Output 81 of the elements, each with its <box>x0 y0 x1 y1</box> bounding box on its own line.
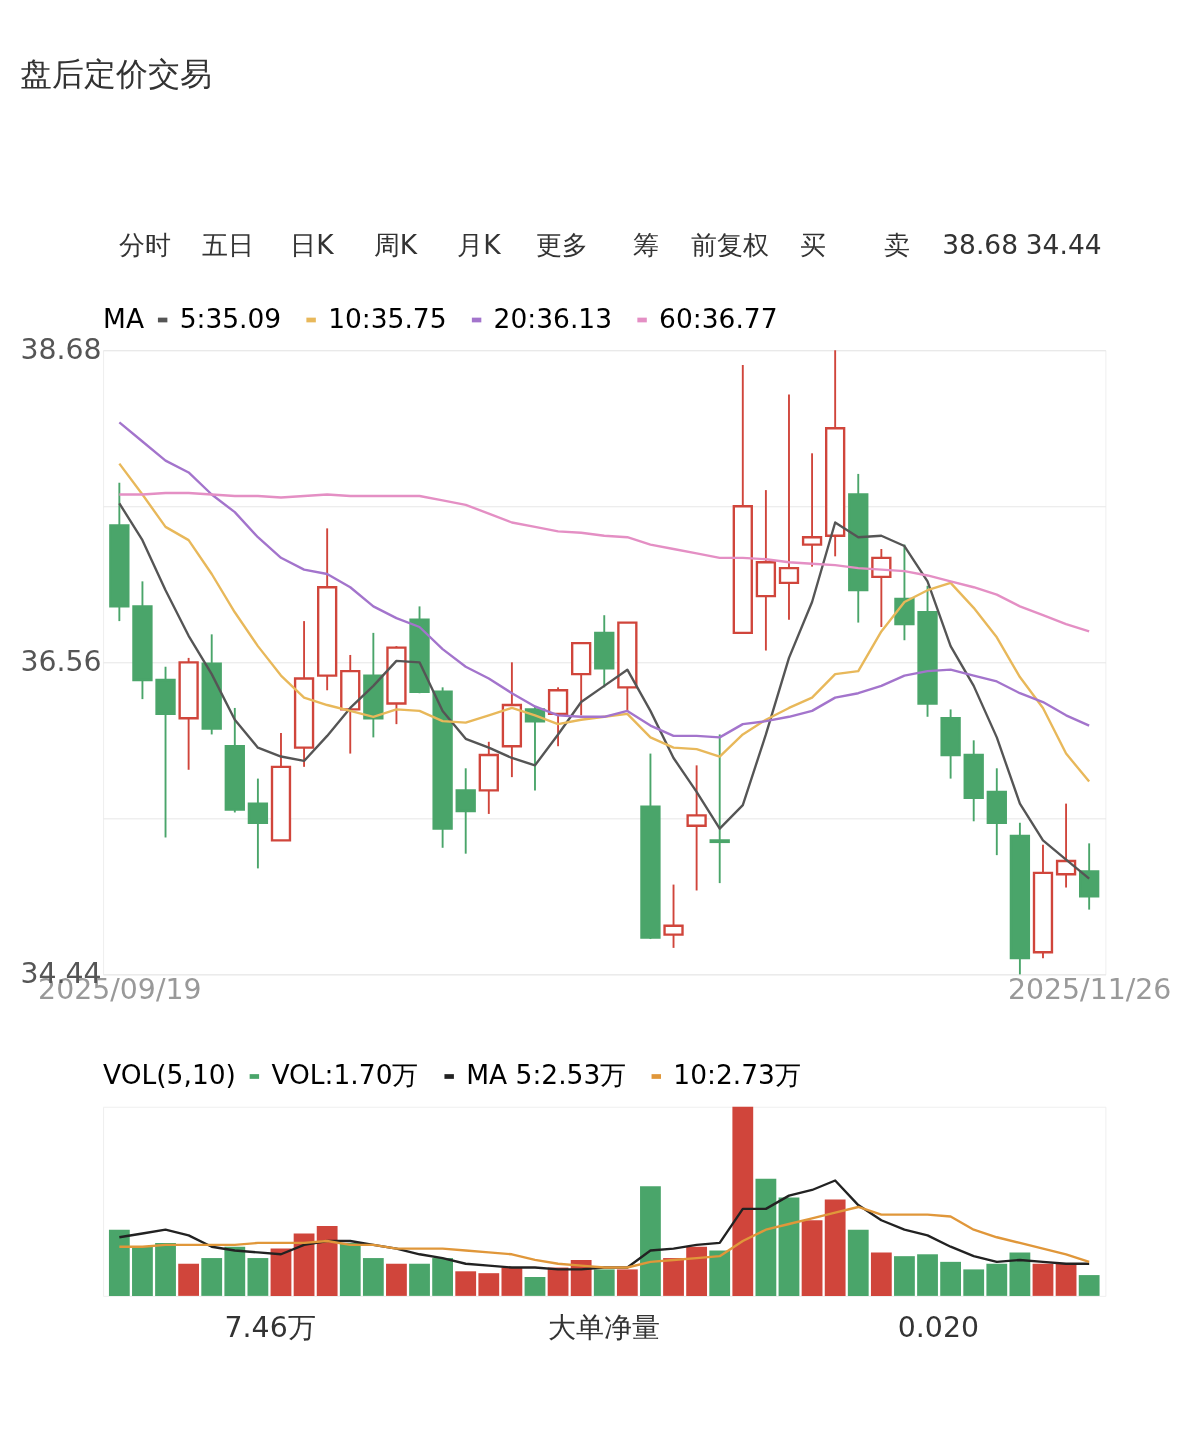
bar <box>501 1267 523 1296</box>
text: 38.68 <box>942 228 1019 260</box>
bar <box>432 1258 454 1296</box>
text: 五日 <box>202 228 255 260</box>
bar <box>270 1248 292 1296</box>
line-series <box>118 421 1091 739</box>
bar <box>732 1106 754 1296</box>
text: 34.44 <box>1025 228 1102 260</box>
bar <box>894 1256 915 1296</box>
bar <box>362 1258 384 1296</box>
legend-label: 20:36.13 <box>493 302 612 334</box>
bar <box>755 1178 777 1296</box>
bar <box>686 1246 708 1296</box>
bar <box>940 1261 962 1296</box>
bar <box>870 1252 892 1296</box>
bar <box>339 1242 361 1296</box>
legend-label: 5:35.09 <box>179 302 282 334</box>
bar <box>316 1225 338 1296</box>
text: 买 <box>800 228 827 260</box>
bar <box>801 1220 823 1296</box>
y-tick-label: 36.56 <box>20 645 102 679</box>
text: 分时 <box>118 228 171 260</box>
bar <box>1055 1263 1077 1296</box>
text: 月K <box>457 228 502 260</box>
legend-label: MA 5:2.53万 <box>466 1059 627 1091</box>
candlestick <box>871 548 892 628</box>
text: 卖 <box>883 228 910 260</box>
bar <box>386 1263 407 1296</box>
bar <box>524 1276 546 1296</box>
legend-label: VOL:1.70万 <box>271 1059 419 1091</box>
bar <box>478 1273 500 1296</box>
bar <box>108 1229 130 1296</box>
y-tick-label: 38.68 <box>20 333 102 367</box>
text: 周K <box>373 228 418 260</box>
bar <box>293 1233 315 1296</box>
candlestick <box>455 767 476 855</box>
text: 日K <box>290 228 335 260</box>
text: 更多 <box>536 228 589 260</box>
bar <box>778 1197 800 1296</box>
candlestick <box>709 733 730 885</box>
candlestick <box>663 883 684 949</box>
text: 前复权 <box>690 228 769 260</box>
bar <box>616 1269 638 1296</box>
bar <box>247 1258 269 1296</box>
line-series <box>118 462 1091 783</box>
bar <box>1032 1263 1054 1296</box>
line-series <box>118 491 1091 633</box>
candlestick <box>547 686 569 748</box>
legend-label: 10:35.75 <box>328 302 447 334</box>
bar <box>178 1263 200 1296</box>
bar <box>963 1269 985 1296</box>
text: 7.46万 <box>224 1311 316 1345</box>
bar <box>409 1263 430 1296</box>
legend-label: 60:36.77 <box>659 302 778 334</box>
bar <box>155 1242 176 1296</box>
bar <box>847 1229 869 1296</box>
text: 0.020 <box>897 1311 979 1345</box>
bar <box>224 1246 246 1296</box>
bar <box>1009 1252 1031 1296</box>
legend-title: MA <box>103 302 145 334</box>
candlestick <box>247 777 269 870</box>
legend-title: VOL(5,10) <box>103 1059 236 1091</box>
candlestick <box>778 393 800 621</box>
x-tick-label: 2025/11/26 <box>1007 973 1172 1007</box>
text: 筹 <box>633 228 660 260</box>
bar <box>593 1269 615 1296</box>
bar <box>1078 1275 1100 1296</box>
text: 大单净量 <box>548 1311 661 1345</box>
bar <box>132 1246 153 1296</box>
candlestick <box>801 452 823 568</box>
bar <box>201 1258 223 1296</box>
bar <box>663 1258 684 1296</box>
bar <box>824 1199 846 1296</box>
bar <box>986 1263 1008 1296</box>
bar <box>455 1271 477 1296</box>
bar <box>917 1254 938 1296</box>
candlestick <box>686 764 707 892</box>
bar <box>709 1250 731 1296</box>
bar <box>640 1186 661 1296</box>
chart-title: 盘后定价交易 <box>19 54 212 93</box>
legend-label: 10:2.73万 <box>673 1059 801 1091</box>
